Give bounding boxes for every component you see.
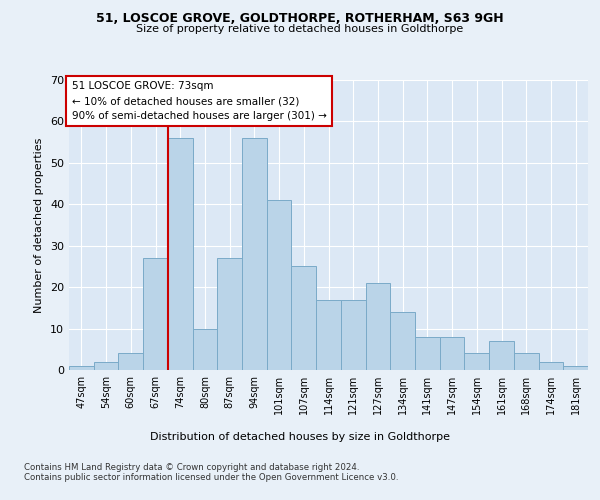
Bar [242, 138, 267, 370]
Bar [514, 354, 539, 370]
Text: Size of property relative to detached houses in Goldthorpe: Size of property relative to detached ho… [136, 24, 464, 34]
Text: 51, LOSCOE GROVE, GOLDTHORPE, ROTHERHAM, S63 9GH: 51, LOSCOE GROVE, GOLDTHORPE, ROTHERHAM,… [96, 12, 504, 26]
Text: Contains HM Land Registry data © Crown copyright and database right 2024.
Contai: Contains HM Land Registry data © Crown c… [24, 462, 398, 482]
Bar [539, 362, 563, 370]
Bar [563, 366, 588, 370]
Bar [143, 258, 168, 370]
Bar [69, 366, 94, 370]
Bar [168, 138, 193, 370]
Bar [464, 354, 489, 370]
Bar [217, 258, 242, 370]
Bar [94, 362, 118, 370]
Bar [415, 337, 440, 370]
Bar [292, 266, 316, 370]
Text: Distribution of detached houses by size in Goldthorpe: Distribution of detached houses by size … [150, 432, 450, 442]
Bar [193, 328, 217, 370]
Y-axis label: Number of detached properties: Number of detached properties [34, 138, 44, 312]
Bar [365, 283, 390, 370]
Bar [316, 300, 341, 370]
Text: 51 LOSCOE GROVE: 73sqm
← 10% of detached houses are smaller (32)
90% of semi-det: 51 LOSCOE GROVE: 73sqm ← 10% of detached… [71, 82, 326, 121]
Bar [489, 341, 514, 370]
Bar [341, 300, 365, 370]
Bar [440, 337, 464, 370]
Bar [267, 200, 292, 370]
Bar [118, 354, 143, 370]
Bar [390, 312, 415, 370]
